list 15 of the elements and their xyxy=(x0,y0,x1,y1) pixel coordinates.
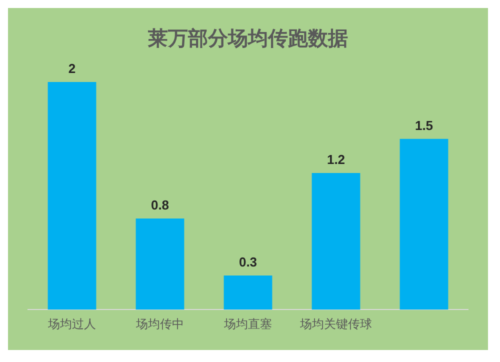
chart-title: 莱万部分场均传跑数据 xyxy=(147,26,348,50)
data-label: 2 xyxy=(68,61,76,76)
data-label: 0.3 xyxy=(238,254,258,270)
data-label: 0.8 xyxy=(150,198,170,213)
bar xyxy=(48,82,96,310)
bar xyxy=(400,138,448,310)
data-label: 1.2 xyxy=(326,152,346,168)
bar xyxy=(312,173,360,310)
bar xyxy=(136,218,184,310)
data-label: 1.5 xyxy=(414,118,434,133)
bar xyxy=(224,275,272,310)
x-tick-label: 场均关键传球 xyxy=(299,316,372,331)
x-tick-label: 场均直塞 xyxy=(223,316,272,331)
x-tick-label: 场均传中 xyxy=(135,316,184,331)
x-tick-label: 场均过人 xyxy=(47,316,96,331)
